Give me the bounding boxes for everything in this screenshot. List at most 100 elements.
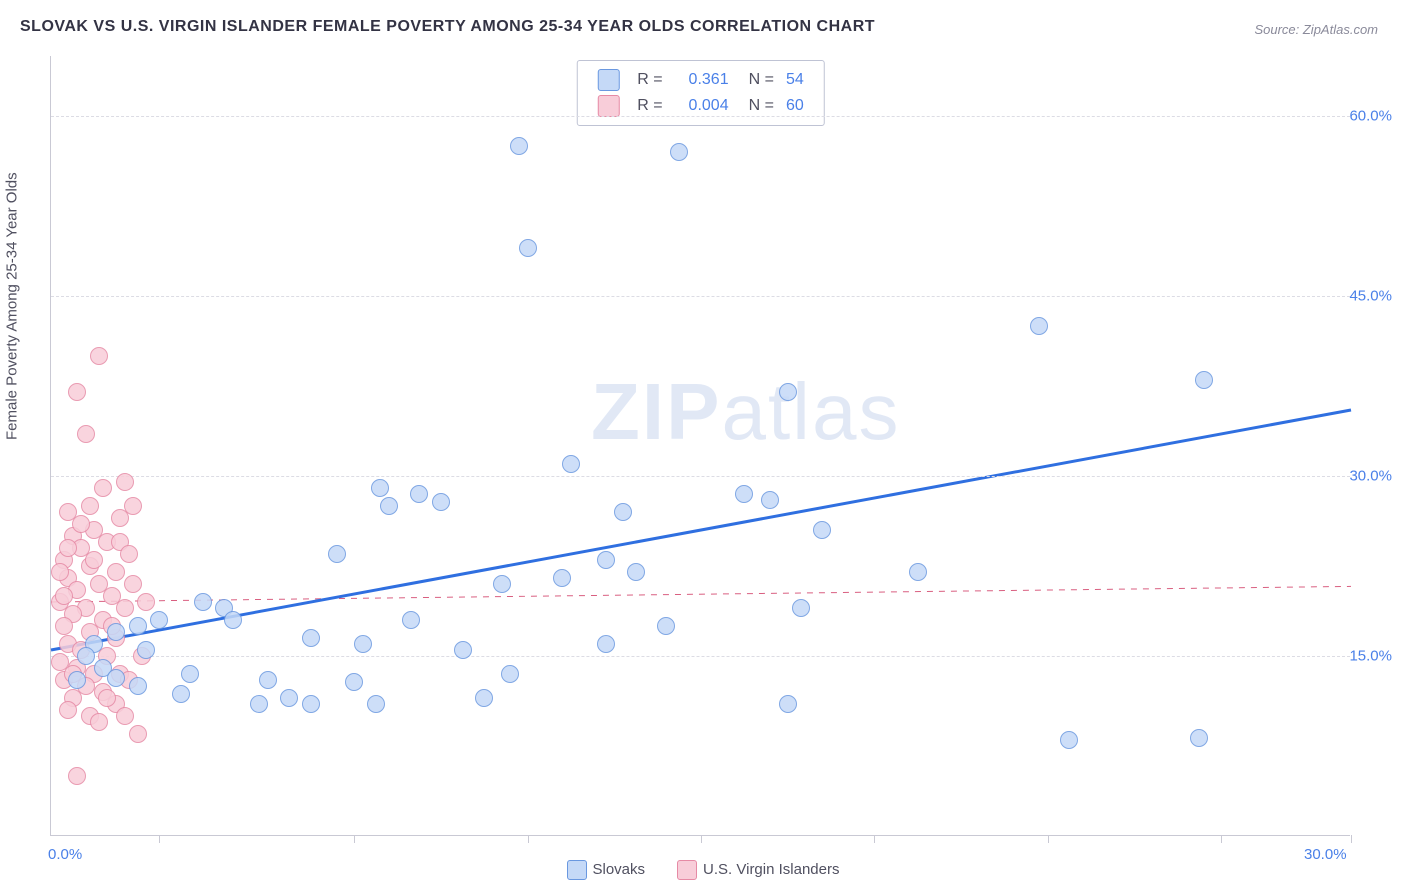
data-point — [77, 425, 95, 443]
x-tick — [159, 835, 160, 843]
series-name: U.S. Virgin Islanders — [703, 861, 839, 878]
data-point — [111, 509, 129, 527]
data-point — [354, 635, 372, 653]
data-point — [909, 563, 927, 581]
data-point — [510, 137, 528, 155]
data-point — [627, 563, 645, 581]
y-axis-label: Female Poverty Among 25-34 Year Olds — [4, 172, 21, 440]
y-tick-label: 60.0% — [1349, 108, 1392, 125]
data-point — [124, 575, 142, 593]
y-tick-label: 30.0% — [1349, 468, 1392, 485]
data-point — [107, 563, 125, 581]
chart-source: Source: ZipAtlas.com — [1254, 22, 1378, 37]
series-legend: Slovaks U.S. Virgin Islanders — [0, 860, 1406, 880]
data-point — [259, 671, 277, 689]
data-point — [367, 695, 385, 713]
x-tick — [528, 835, 529, 843]
data-point — [280, 689, 298, 707]
data-point — [107, 669, 125, 687]
data-point — [302, 629, 320, 647]
trend-line — [51, 410, 1351, 650]
data-point — [59, 539, 77, 557]
data-point — [380, 497, 398, 515]
data-point — [68, 767, 86, 785]
x-tick — [1048, 835, 1049, 843]
gridline — [51, 476, 1350, 477]
data-point — [90, 347, 108, 365]
data-point — [562, 455, 580, 473]
data-point — [432, 493, 450, 511]
data-point — [77, 647, 95, 665]
data-point — [328, 545, 346, 563]
data-point — [181, 665, 199, 683]
data-point — [172, 685, 190, 703]
data-point — [85, 551, 103, 569]
data-point — [68, 671, 86, 689]
watermark-bold: ZIP — [591, 367, 721, 456]
data-point — [553, 569, 571, 587]
data-point — [98, 689, 116, 707]
data-point — [137, 641, 155, 659]
legend-swatch — [597, 69, 619, 91]
gridline — [51, 296, 1350, 297]
data-point — [55, 617, 73, 635]
x-tick — [354, 835, 355, 843]
data-point — [614, 503, 632, 521]
legend-n-value: 54 — [780, 67, 810, 93]
data-point — [129, 617, 147, 635]
x-tick — [701, 835, 702, 843]
data-point — [90, 713, 108, 731]
data-point — [657, 617, 675, 635]
data-point — [55, 587, 73, 605]
series-name: Slovaks — [593, 861, 646, 878]
x-tick — [1351, 835, 1352, 843]
data-point — [224, 611, 242, 629]
data-point — [72, 515, 90, 533]
data-point — [501, 665, 519, 683]
legend-swatch — [597, 95, 619, 117]
data-point — [59, 701, 77, 719]
data-point — [137, 593, 155, 611]
data-point — [670, 143, 688, 161]
data-point — [194, 593, 212, 611]
data-point — [116, 599, 134, 617]
gridline — [51, 116, 1350, 117]
data-point — [597, 635, 615, 653]
data-point — [475, 689, 493, 707]
data-point — [302, 695, 320, 713]
data-point — [1195, 371, 1213, 389]
data-point — [735, 485, 753, 503]
data-point — [402, 611, 420, 629]
data-point — [345, 673, 363, 691]
y-tick-label: 15.0% — [1349, 648, 1392, 665]
trend-line — [51, 586, 1351, 602]
data-point — [81, 497, 99, 515]
data-point — [779, 695, 797, 713]
data-point — [120, 545, 138, 563]
data-point — [813, 521, 831, 539]
data-point — [410, 485, 428, 503]
data-point — [68, 383, 86, 401]
legend-row: R =0.361N =54 — [591, 67, 809, 93]
data-point — [94, 479, 112, 497]
data-point — [597, 551, 615, 569]
legend-swatch — [677, 860, 697, 880]
data-point — [371, 479, 389, 497]
data-point — [792, 599, 810, 617]
scatter-plot-area: ZIPatlas R =0.361N =54R =0.004N =60 — [50, 56, 1350, 836]
data-point — [1060, 731, 1078, 749]
x-tick-label: 0.0% — [48, 846, 82, 863]
data-point — [761, 491, 779, 509]
data-point — [1190, 729, 1208, 747]
data-point — [454, 641, 472, 659]
x-tick — [874, 835, 875, 843]
data-point — [116, 473, 134, 491]
series-legend-entry: Slovaks — [567, 860, 646, 880]
data-point — [129, 725, 147, 743]
y-tick-label: 45.0% — [1349, 288, 1392, 305]
watermark: ZIPatlas — [591, 366, 900, 458]
data-point — [1030, 317, 1048, 335]
x-tick-label: 30.0% — [1304, 846, 1347, 863]
data-point — [107, 623, 125, 641]
gridline — [51, 656, 1350, 657]
